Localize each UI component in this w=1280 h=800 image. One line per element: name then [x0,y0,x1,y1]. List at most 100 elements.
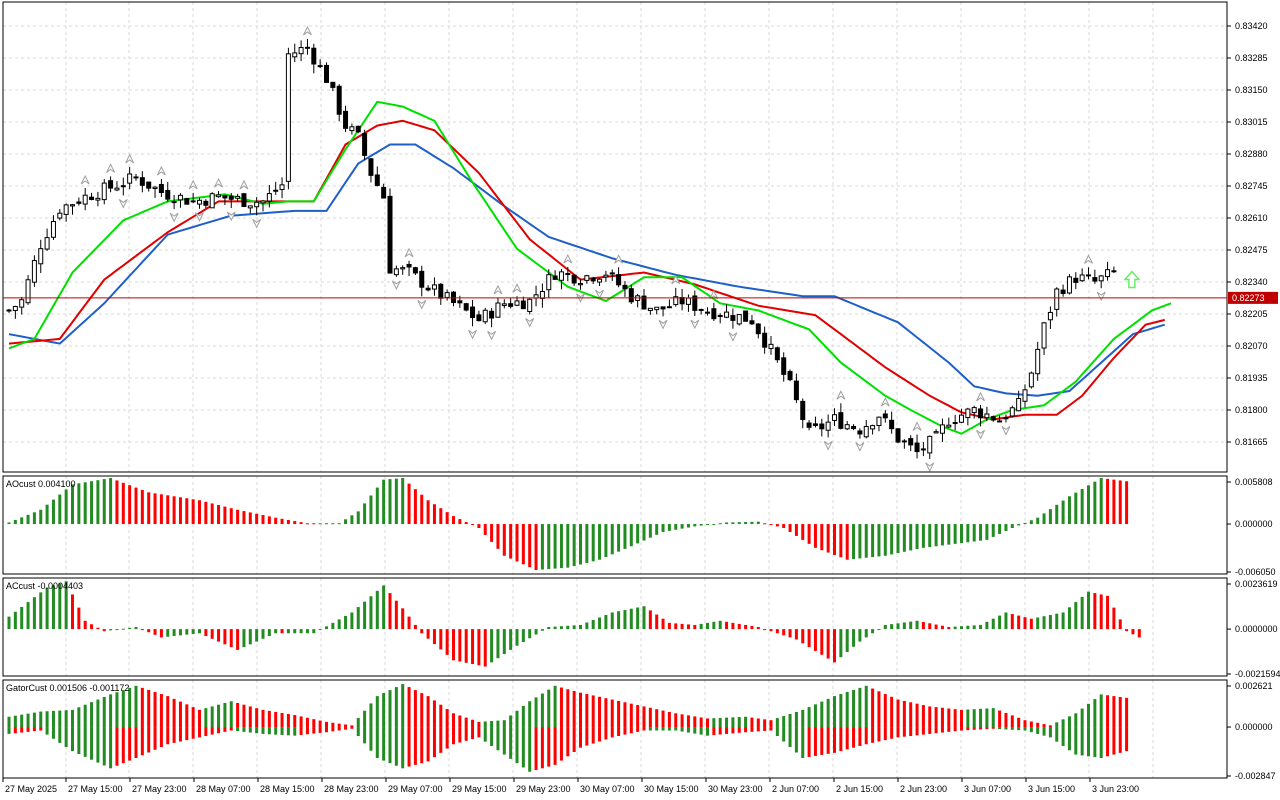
bear-candle [552,275,558,280]
ac-bar [439,629,443,650]
gator-bar [540,727,544,769]
ao-bar [528,524,532,568]
gator-bar [388,690,392,728]
ao-bar [350,515,354,525]
ac-bar [325,626,328,630]
ao-bar [820,524,824,551]
gator-bar [921,727,925,735]
ac-bar [413,624,417,630]
fractal-up-icon [156,165,166,176]
gator-bar [915,703,919,728]
fractal-down-icon [976,429,985,440]
gator-bar [807,707,811,728]
gator-bar [413,690,417,728]
gator-bar [883,727,887,741]
ac-bar [96,627,100,630]
gator-bar [534,727,538,771]
gator-bar [128,727,132,761]
bull-candle [31,260,37,283]
gator-bar [445,709,449,728]
bull-candle [393,268,399,276]
time-tick-label: 29 May 23:00 [516,784,571,794]
bear-candle [330,81,336,88]
ao-bar [318,523,322,525]
bear-candle [698,308,704,311]
gator-bar [547,689,551,728]
grid [3,2,1227,778]
gator-bar [32,727,36,732]
ao-bar [674,524,678,530]
ac-bar [718,620,722,630]
time-tick-label: 28 May 07:00 [196,784,251,794]
ao-bar [375,487,379,525]
gator-bar [26,727,30,732]
gator-bar [966,727,970,731]
ac-bar [960,626,963,630]
gator-bar [788,713,792,728]
ao-bar [1029,520,1033,525]
gator-bar [559,687,563,728]
gator-bar [363,727,367,744]
gator-bar [566,727,570,757]
bull-candle [177,194,183,201]
price-axis[interactable]: 0.83420 0.83285 0.83150 0.83015 0.82880 0.827… [1227,21,1280,781]
ao-bar [204,501,208,525]
ao-bar [680,524,684,529]
gator-panel-frame [2,679,1228,779]
bull-candle [82,194,88,205]
bull-candle [965,408,971,419]
gator-bar [966,709,970,728]
ac-bar [642,606,646,630]
bear-candle [781,357,787,375]
fractal-up-icon [239,179,249,190]
bear-candle [762,332,768,348]
time-axis[interactable]: 27 May 2025 27 May 15:00 27 May 23:00 28 Ma… [2,778,1139,794]
bear-candle [1086,274,1091,277]
ac-bar [1061,612,1065,630]
ao-bar [750,521,754,525]
gator-bar [985,727,989,730]
ac-bar [750,625,754,630]
bear-candle [76,201,82,204]
price-tick-label: 0.82475 [1235,245,1268,255]
ac-bar [794,629,798,640]
ac-bar [744,624,748,630]
ac-bar [1106,595,1110,630]
time-tick-label: 3 Jun 23:00 [1092,784,1139,794]
bull-candle [1041,322,1047,349]
gator-bar [502,720,506,728]
ao-bar [756,521,760,525]
bull-candle [1047,311,1053,321]
fractal-up-icon [106,163,116,173]
gator-bar [585,694,589,728]
ac-bar [1067,607,1071,630]
bull-candle [558,271,564,281]
ao-bar [902,524,906,552]
bear-candle [616,274,622,286]
bear-candle [622,284,628,290]
ao-bar [439,508,443,525]
fractal-up-icon [836,390,846,400]
panel-labels: AOcust 0.004100 ACcust -0.0004403 GatorC… [6,479,129,693]
bull-candle [266,193,272,202]
ac-bar [877,629,881,631]
gator-bar [1048,727,1052,738]
gator-bar [255,708,259,728]
gator-bar [452,727,455,745]
bull-candle [1066,276,1072,294]
ac-bar [934,624,938,630]
gator-bar [515,727,519,764]
gator-bar [502,727,506,755]
ac-bar [813,629,817,651]
gator-bar [483,721,487,728]
ao-bar [655,524,659,535]
fractal-down-icon [226,211,236,222]
ao-bar [540,524,544,570]
ao-bar [210,503,214,525]
ao-bar [363,503,367,525]
bull-candle [317,65,323,68]
gator-bar [1042,724,1046,728]
bull-candle [844,424,850,430]
gator-bar [801,727,805,759]
